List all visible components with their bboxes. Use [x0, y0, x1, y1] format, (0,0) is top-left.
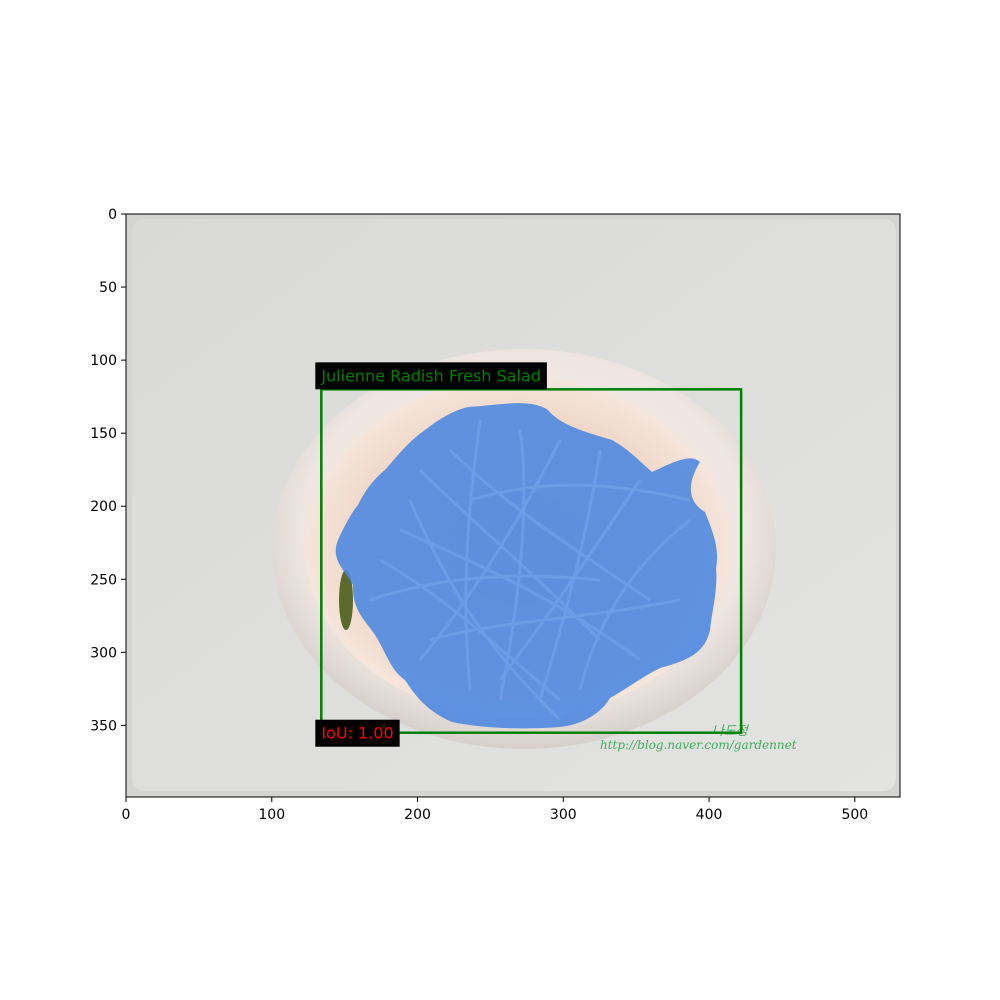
noodle-strand: [369, 574, 601, 602]
y-tick-label: 350: [90, 718, 117, 734]
x-axis: 0 100 200 300 400 500: [122, 797, 868, 823]
noodle-strand: [538, 449, 602, 701]
x-tick-label: 300: [550, 807, 577, 823]
noodle-strand: [448, 448, 651, 602]
y-tick-label: 300: [90, 645, 117, 661]
y-tick-label: 100: [90, 353, 117, 369]
noodle-strand: [578, 518, 691, 691]
leaf: [339, 570, 353, 630]
category-label: Julienne Radish Fresh Salad: [315, 362, 547, 390]
watermark-url: http://blog.naver.com/gardennet: [600, 738, 797, 752]
noodle-strand: [408, 499, 562, 722]
noodle-strand: [464, 419, 482, 691]
photo: 나도정 http://blog.naver.com/gardennet: [126, 214, 900, 797]
noodle-strand: [469, 483, 691, 502]
axes-frame: [125, 213, 901, 798]
x-tick-label: 400: [696, 807, 723, 823]
y-tick-label: 250: [90, 572, 117, 588]
noodle-strand: [429, 598, 681, 642]
noodle-strand: [498, 479, 642, 681]
y-tick-label: 200: [90, 499, 117, 515]
y-axis: 0 50 100 150 200 250 300 350: [90, 207, 126, 734]
iou-label-text: IoU: 1.00: [321, 724, 393, 743]
y-tick-label: 50: [99, 280, 117, 296]
y-tick-label: 0: [108, 207, 117, 223]
iou-label: IoU: 1.00: [315, 719, 400, 747]
noodle-strand: [418, 468, 602, 642]
x-tick-label: 500: [841, 807, 868, 823]
x-tick-label: 0: [122, 807, 131, 823]
y-tick-label: 150: [90, 426, 117, 442]
noodle-strands: [369, 419, 691, 722]
x-tick-label: 100: [258, 807, 285, 823]
category-label-text: Julienne Radish Fresh Salad: [320, 366, 541, 385]
noodle-strand: [379, 558, 561, 702]
x-tick-label: 200: [404, 807, 431, 823]
